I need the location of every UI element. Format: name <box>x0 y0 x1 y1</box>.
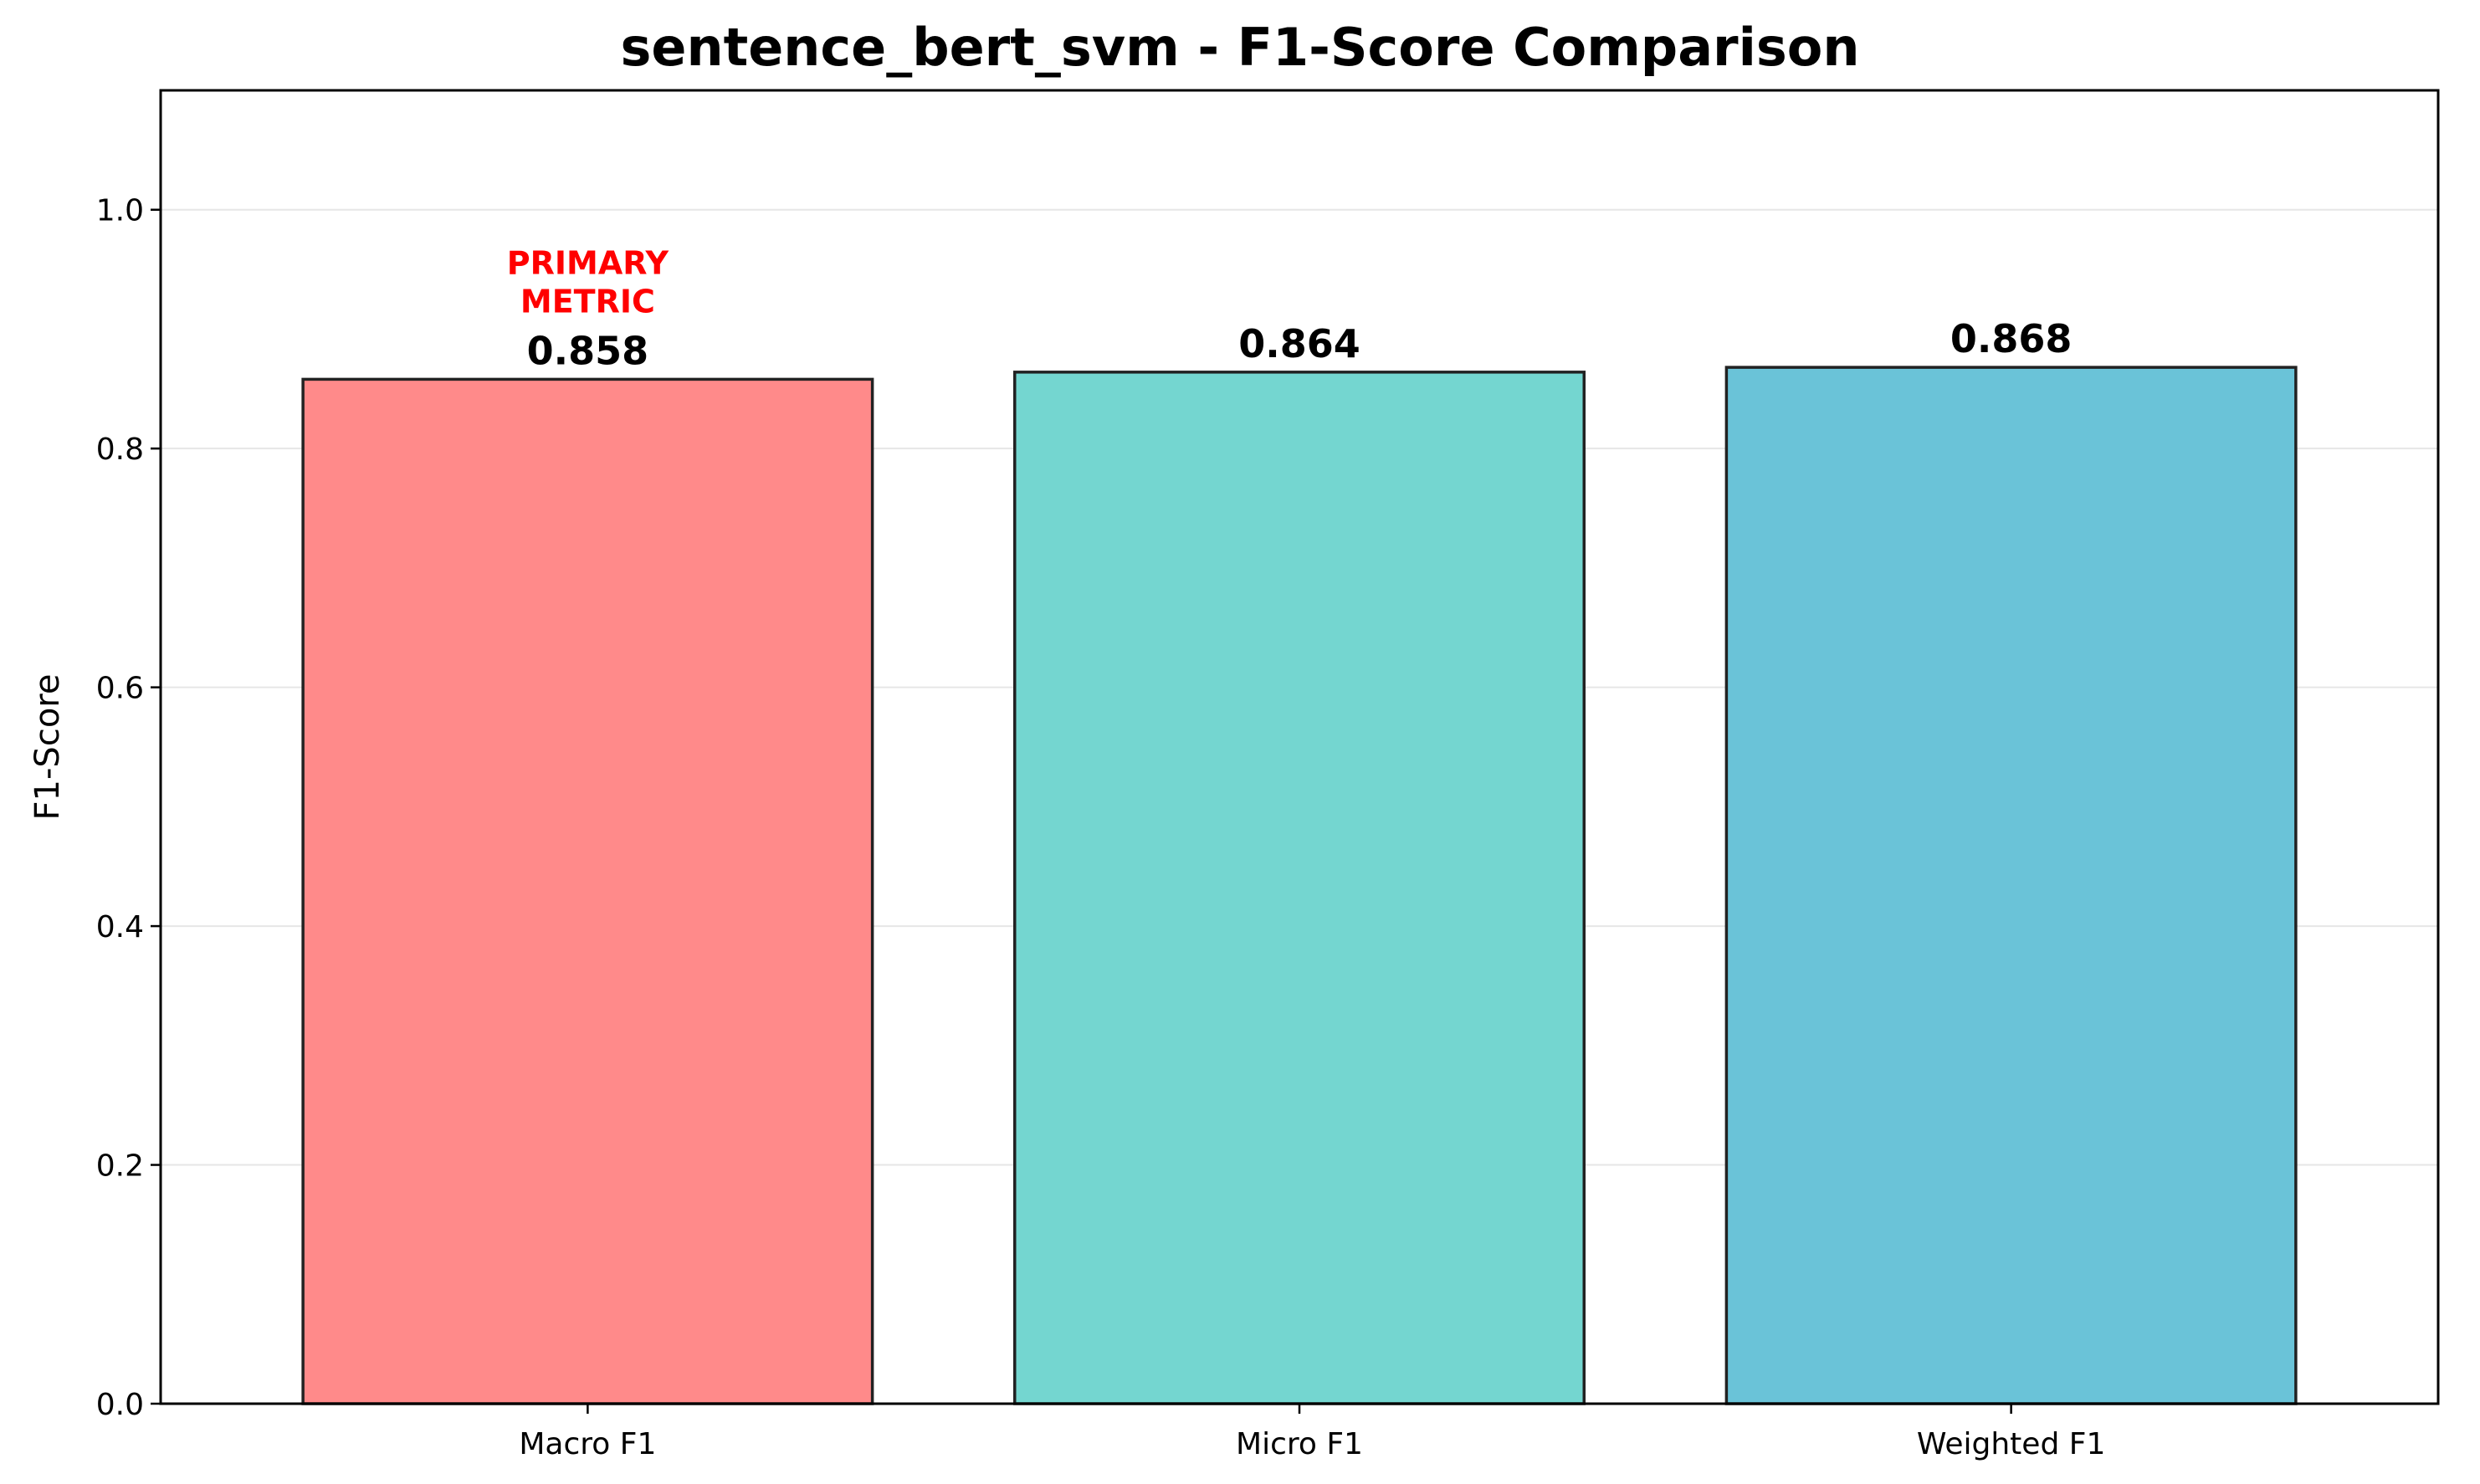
bar-value-label: 0.868 <box>1950 316 2073 361</box>
y-tick-label: 1.0 <box>96 194 144 228</box>
primary-metric-annotation: PRIMARY <box>507 244 669 281</box>
bar-value-label: 0.858 <box>527 328 649 373</box>
x-tick-label: Micro F1 <box>1236 1427 1363 1461</box>
y-tick-label: 0.0 <box>96 1388 144 1422</box>
x-tick-label: Macro F1 <box>519 1427 656 1461</box>
y-tick-label: 0.8 <box>96 432 144 467</box>
y-axis-label: F1-Score <box>28 674 67 821</box>
bar-micro-f1 <box>1013 371 1586 1405</box>
chart-title: sentence_bert_svm - F1-Score Comparison <box>620 17 1859 78</box>
y-tick-label: 0.4 <box>96 910 144 944</box>
x-tick-label: Weighted F1 <box>1917 1427 2105 1461</box>
bar-value-label: 0.864 <box>1238 321 1360 366</box>
primary-metric-annotation: METRIC <box>520 283 655 320</box>
y-tick-label: 0.6 <box>96 672 144 706</box>
bar-macro-f1 <box>301 377 874 1405</box>
axis-layer: 0.0 0.2 0.4 0.6 0.8 1.0 Macro F1 Micro F1 Weight… <box>96 194 2106 1461</box>
bar-weighted-f1 <box>1724 366 2298 1405</box>
y-tick-label: 0.2 <box>96 1149 144 1184</box>
